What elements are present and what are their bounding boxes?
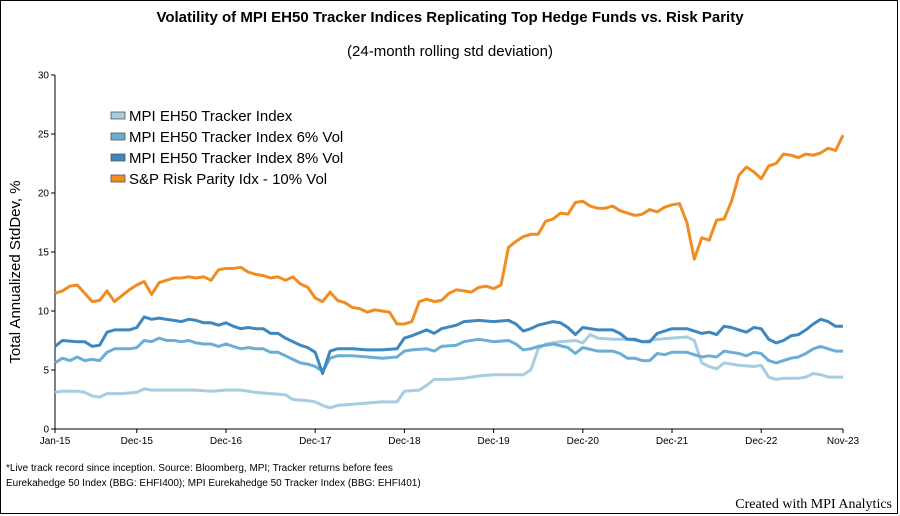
series-line-4 xyxy=(54,134,845,326)
legend-label-3: MPI EH50 Tracker Index 8% Vol xyxy=(129,150,343,167)
x-tick-label: Dec-21 xyxy=(656,436,689,447)
x-tick-label: Dec-19 xyxy=(477,436,510,447)
chart-title: Volatility of MPI EH50 Tracker Indices R… xyxy=(156,9,744,26)
legend-swatch-2 xyxy=(110,132,126,141)
x-tick-label: Dec-18 xyxy=(388,436,421,447)
x-tick-label: Dec-16 xyxy=(210,436,243,447)
y-tick-label: 15 xyxy=(38,248,50,259)
y-axis-label: Total Annualized StdDev, % xyxy=(7,180,24,363)
x-tick-label: Dec-22 xyxy=(745,436,778,447)
x-tick-label: Nov-23 xyxy=(827,436,860,447)
legend-swatch-4 xyxy=(110,174,126,183)
legend-label-4: S&P Risk Parity Idx - 10% Vol xyxy=(129,171,327,188)
legend-swatch-3 xyxy=(110,153,126,162)
legend-swatch-1 xyxy=(110,111,126,120)
x-tick-label: Dec-15 xyxy=(121,436,154,447)
credit-text: Created with MPI Analytics xyxy=(735,497,892,512)
x-tick-label: Dec-17 xyxy=(299,436,332,447)
y-tick-label: 25 xyxy=(38,130,50,141)
footnote-source: *Live track record since inception. Sour… xyxy=(6,463,393,474)
footnote-indices: Eurekahedge 50 Index (BBG: EHFI400); MPI… xyxy=(6,478,421,489)
legend-label-2: MPI EH50 Tracker Index 6% Vol xyxy=(129,129,343,146)
chart-subtitle: (24-month rolling std deviation) xyxy=(347,43,553,60)
x-tick-label: Dec-20 xyxy=(567,436,600,447)
y-tick-label: 0 xyxy=(43,425,49,436)
y-tick-label: 5 xyxy=(43,366,49,377)
y-tick-label: 20 xyxy=(38,189,50,200)
y-tick-label: 30 xyxy=(38,71,50,82)
series-line-1 xyxy=(54,333,843,410)
series-line-2 xyxy=(54,336,843,373)
x-tick-label: Jan-15 xyxy=(40,436,71,447)
y-tick-label: 10 xyxy=(38,307,50,318)
legend-label-1: MPI EH50 Tracker Index xyxy=(129,108,293,125)
series-line-3 xyxy=(54,315,843,375)
